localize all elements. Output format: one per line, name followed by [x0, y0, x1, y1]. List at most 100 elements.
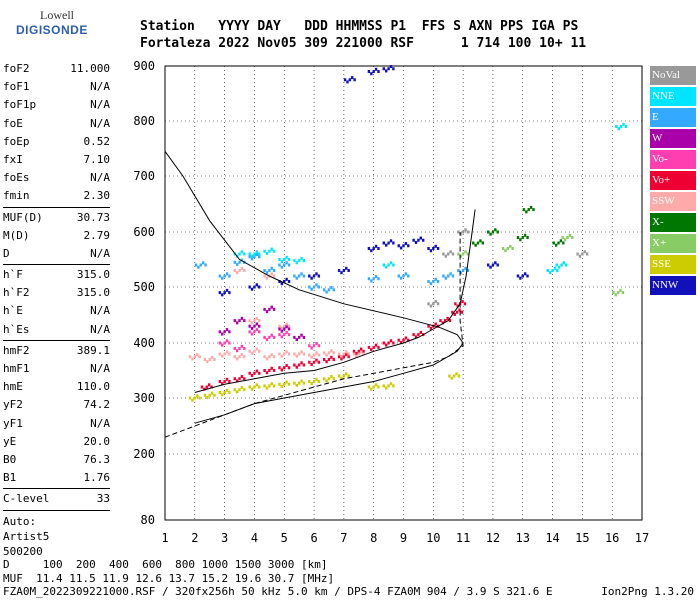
echo-point	[362, 352, 365, 356]
echo-point	[263, 335, 266, 339]
echo-point	[370, 387, 373, 391]
param-name: C-level	[3, 492, 50, 506]
parameter-group-confidence: C-level 33	[3, 490, 110, 508]
param-row: fmin 2.30	[3, 187, 110, 205]
param-name: B1	[3, 471, 17, 485]
echo-point	[327, 358, 331, 361]
x-tick-label: 11	[456, 531, 470, 545]
echo-point	[280, 265, 284, 269]
echo-point	[397, 274, 400, 278]
profile-curve	[194, 209, 476, 393]
legend-item: SSW	[650, 192, 696, 211]
echo-point	[374, 67, 378, 71]
divider	[3, 488, 110, 490]
echo-point	[295, 261, 298, 265]
echo-point	[568, 233, 572, 237]
echo-point	[287, 366, 291, 370]
echo-point	[248, 324, 251, 328]
echo-point	[295, 365, 298, 369]
echo-point	[317, 285, 321, 289]
echo-point	[258, 252, 261, 256]
echo-point	[429, 304, 433, 308]
param-value: 1.76	[83, 471, 111, 485]
echo-point	[402, 244, 405, 248]
echo-point	[374, 275, 378, 279]
echo-point	[235, 390, 239, 394]
echo-point	[455, 372, 458, 376]
echo-point	[427, 302, 430, 306]
echo-point	[248, 371, 251, 375]
echo-point	[404, 272, 408, 276]
echo-point	[342, 269, 346, 272]
echo-point	[198, 396, 201, 400]
parameter-group-muf: MUF(D) 30.73 M(D) 2.79 D N/A	[3, 209, 110, 264]
echo-point	[250, 373, 254, 377]
echo-point	[283, 382, 286, 386]
echo-point	[243, 388, 246, 392]
muf-table: D 100 200 400 600 800 1000 1500 3000 [km…	[3, 558, 553, 599]
echo-point	[283, 280, 286, 283]
echo-point	[450, 376, 453, 380]
echo-point	[240, 353, 244, 357]
echo-point	[345, 266, 348, 270]
x-tick-label: 13	[516, 531, 530, 545]
echo-point	[210, 385, 213, 389]
echo-point	[195, 394, 199, 398]
param-value: 110.0	[76, 380, 110, 394]
echo-point	[300, 379, 303, 383]
echo-point	[322, 288, 326, 292]
echo-point	[322, 377, 326, 381]
echo-point	[489, 232, 492, 236]
echo-point	[479, 239, 482, 243]
echo-point	[250, 351, 254, 355]
x-tick-label: 7	[340, 531, 347, 545]
echo-point	[204, 263, 207, 267]
echo-point	[457, 374, 461, 378]
echo-point	[238, 388, 241, 392]
param-value: 30.73	[76, 210, 110, 224]
echo-point	[250, 332, 254, 336]
chart-grid	[164, 65, 643, 521]
param-value: N/A	[90, 322, 110, 336]
echo-point	[248, 330, 251, 334]
echo-point	[389, 382, 393, 386]
echo-point	[268, 249, 271, 253]
echo-point	[417, 333, 420, 337]
echo-point	[218, 291, 222, 295]
echo-point	[417, 238, 420, 242]
echo-point	[297, 335, 301, 339]
echo-point	[414, 335, 418, 339]
echo-point	[233, 260, 236, 264]
echo-point	[526, 236, 529, 239]
echo-point	[302, 352, 306, 356]
echo-point	[278, 333, 281, 337]
param-value: N/A	[90, 98, 110, 112]
echo-point	[283, 366, 286, 370]
echo-point	[385, 243, 388, 247]
echo-point	[457, 269, 460, 272]
echo-point	[208, 358, 211, 361]
echo-point	[255, 369, 259, 373]
x-tick-label: 8	[370, 531, 377, 545]
echo-point	[340, 354, 343, 358]
echo-point	[280, 326, 284, 330]
echo-point	[250, 326, 254, 330]
echo-point	[557, 241, 560, 245]
echo-point	[419, 330, 422, 334]
echo-point	[240, 250, 244, 254]
echo-point	[203, 393, 207, 397]
param-value: 33	[96, 492, 110, 506]
echo-point	[223, 391, 226, 394]
echo-point	[235, 379, 239, 383]
echo-point	[523, 233, 527, 237]
echo-point	[434, 300, 437, 304]
echo-point	[355, 351, 358, 355]
echo-point	[432, 302, 435, 306]
param-value: N/A	[90, 304, 110, 318]
echo-point	[225, 288, 229, 292]
echo-point	[332, 288, 335, 292]
echo-point	[278, 258, 281, 261]
param-value: N/A	[90, 416, 110, 430]
echo-point	[357, 352, 360, 356]
